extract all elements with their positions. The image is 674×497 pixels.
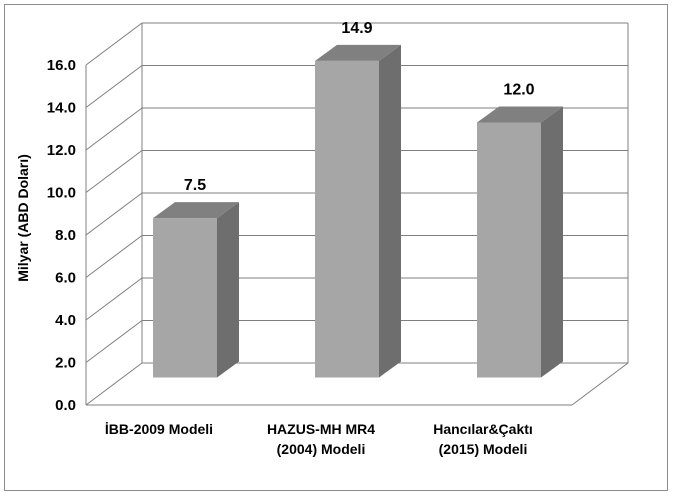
data-label: 14.9 [341,20,372,37]
bar-front [315,60,379,378]
x-tick-label: HAZUS-MH MR4 (2004) Modeli [267,421,375,457]
data-label: 7.5 [184,177,206,194]
bar-front [477,122,541,378]
bar-top [477,106,563,123]
y-tick-label: 0.0 [55,397,76,414]
y-tick-label: 2.0 [55,355,76,372]
y-tick-label: 12.0 [47,142,76,159]
data-label: 12.0 [503,82,534,99]
bar-top [315,44,401,61]
bar-side [541,106,563,378]
bar-side [217,202,239,378]
gridline-depth [85,277,143,321]
gridline-depth [85,65,143,108]
bar [153,202,239,378]
bar-side [379,44,401,378]
y-tick-label: 16.0 [47,57,76,74]
y-tick-label: 4.0 [55,312,76,329]
label-layer: 0.0 2.0 4.0 6.0 8.0 10.0 12.0 14.0 16.0 7.5 İBB-20… [47,20,535,457]
gridline-depth [85,235,143,278]
gridline-depth [85,320,143,363]
y-tick-label: 10.0 [47,185,76,202]
x-tick-label: İBB-2009 Modeli [105,421,213,437]
gridline-depth [85,150,143,193]
bar-top [153,202,239,219]
gridline-depth [85,22,143,66]
y-tick-label: 14.0 [47,100,76,117]
y-axis-label: Milyar (ABD Doları) [15,154,31,282]
bar [315,44,401,378]
bar [477,106,563,378]
gridline-depth [85,192,143,236]
bar-layer [153,44,563,378]
floor-right-edge [571,362,629,406]
gridline-depth [85,362,143,406]
gridline-depth [85,107,143,151]
axis-layer [85,23,629,406]
x-tick-label: Hancılar&Çaktı (2015) Modeli [433,421,533,457]
bar-front [153,218,217,378]
y-tick-label: 8.0 [55,227,76,244]
y-tick-label: 6.0 [55,270,76,287]
